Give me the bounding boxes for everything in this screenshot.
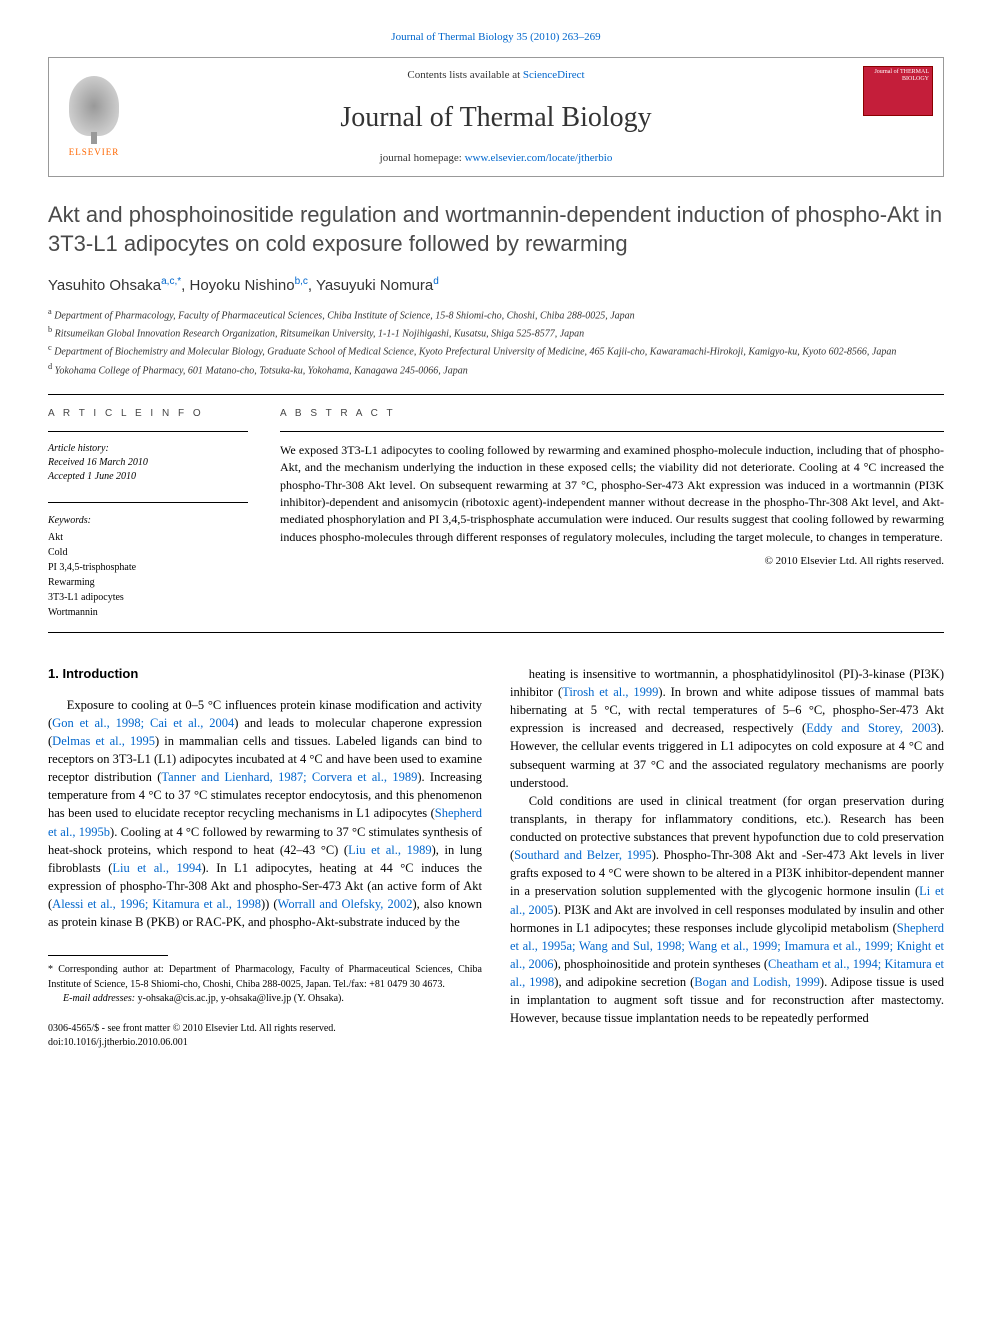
divider <box>48 632 944 633</box>
affiliations: a Department of Pharmacology, Faculty of… <box>48 306 944 378</box>
divider <box>48 431 248 432</box>
header-center: Contents lists available at ScienceDirec… <box>139 58 853 176</box>
author-name: Hoyoku Nishino <box>190 277 295 294</box>
keyword: Wortmannin <box>48 605 248 620</box>
info-row: A R T I C L E I N F O Article history: R… <box>48 407 944 620</box>
affiliation-line: b Ritsumeikan Global Innovation Research… <box>48 324 944 341</box>
abstract-heading: A B S T R A C T <box>280 407 944 421</box>
author-affil-sup: a,c, <box>161 276 177 287</box>
authors-line: Yasuhito Ohsakaa,c,*, Hoyoku Nishinob,c,… <box>48 275 944 296</box>
elsevier-tree-icon <box>69 76 119 136</box>
article-info-col: A R T I C L E I N F O Article history: R… <box>48 407 248 620</box>
keyword: PI 3,4,5-trisphosphate <box>48 560 248 575</box>
corr-text: * Corresponding author at: Department of… <box>48 964 482 989</box>
citation-link[interactable]: Southard and Belzer, 1995 <box>514 848 652 862</box>
contents-line: Contents lists available at ScienceDirec… <box>407 68 584 83</box>
homepage-prefix: journal homepage: <box>380 152 465 164</box>
body-paragraph: Cold conditions are used in clinical tre… <box>510 792 944 1028</box>
left-column: 1. Introduction Exposure to cooling at 0… <box>48 665 482 1050</box>
citation-link[interactable]: Alessi et al., 1996; Kitamura et al., 19… <box>52 897 261 911</box>
corresponding-star-icon: * <box>177 276 181 287</box>
corresponding-footnote: * Corresponding author at: Department of… <box>48 962 482 991</box>
contents-prefix: Contents lists available at <box>407 69 522 81</box>
citation-link[interactable]: Bogan and Lodish, 1999 <box>694 975 820 989</box>
journal-cover: Journal of THERMAL BIOLOGY <box>853 58 943 176</box>
author-affil-sup: d <box>433 276 439 287</box>
keywords-block: Keywords: AktColdPI 3,4,5-trisphosphateR… <box>48 513 248 620</box>
journal-name: Journal of Thermal Biology <box>340 98 651 137</box>
history-hdr: Article history: <box>48 442 248 456</box>
keyword: Akt <box>48 530 248 545</box>
keyword: Rewarming <box>48 575 248 590</box>
cover-text: Journal of THERMAL BIOLOGY <box>864 67 932 84</box>
divider <box>48 502 248 503</box>
sciencedirect-link[interactable]: ScienceDirect <box>523 69 585 81</box>
citation-link[interactable]: Gon et al., 1998; Cai et al., 2004 <box>52 716 234 730</box>
author-affil-sup: b,c <box>295 276 308 287</box>
homepage-line: journal homepage: www.elsevier.com/locat… <box>380 151 613 166</box>
right-column: heating is insensitive to wortmannin, a … <box>510 665 944 1050</box>
citation-link[interactable]: Liu et al., 1994 <box>112 861 201 875</box>
author-name: Yasuhito Ohsaka <box>48 277 161 294</box>
keyword: 3T3-L1 adipocytes <box>48 590 248 605</box>
article-info-heading: A R T I C L E I N F O <box>48 407 248 421</box>
citation-link[interactable]: Tanner and Lienhard, 1987; Corvera et al… <box>161 770 417 784</box>
keyword: Cold <box>48 545 248 560</box>
cover-thumbnail: Journal of THERMAL BIOLOGY <box>863 66 933 116</box>
body-paragraph: heating is insensitive to wortmannin, a … <box>510 665 944 792</box>
affiliation-line: d Yokohama College of Pharmacy, 601 Mata… <box>48 361 944 378</box>
elsevier-label: ELSEVIER <box>69 146 120 159</box>
citation-link[interactable]: Li et al., 2005 <box>510 884 944 916</box>
affiliation-line: c Department of Biochemistry and Molecul… <box>48 342 944 359</box>
intro-heading: 1. Introduction <box>48 665 482 684</box>
abstract-text: We exposed 3T3-L1 adipocytes to cooling … <box>280 442 944 546</box>
author-name: Yasuyuki Nomura <box>316 277 433 294</box>
front-matter-line1: 0306-4565/$ - see front matter © 2010 El… <box>48 1022 482 1036</box>
doi-line: doi:10.1016/j.jtherbio.2010.06.001 <box>48 1036 482 1050</box>
citation-link[interactable]: Delmas et al., 1995 <box>52 734 155 748</box>
copyright-line: © 2010 Elsevier Ltd. All rights reserved… <box>280 554 944 569</box>
homepage-link[interactable]: www.elsevier.com/locate/jtherbio <box>465 152 613 164</box>
keywords-hdr: Keywords: <box>48 513 248 528</box>
citation-link[interactable]: Eddy and Storey, 2003 <box>806 721 937 735</box>
divider <box>48 394 944 395</box>
citation-link[interactable]: Shepherd et al., 1995b <box>48 806 482 838</box>
citation-link[interactable]: Liu et al., 1989 <box>348 843 431 857</box>
body-columns: 1. Introduction Exposure to cooling at 0… <box>48 665 944 1050</box>
received-date: Received 16 March 2010 <box>48 456 248 470</box>
journal-citation-link[interactable]: Journal of Thermal Biology 35 (2010) 263… <box>48 30 944 45</box>
body-paragraph: Exposure to cooling at 0–5 °C influences… <box>48 696 482 932</box>
email-footnote: E-mail addresses: y-ohsaka@cis.ac.jp, y-… <box>48 992 482 1006</box>
front-matter: 0306-4565/$ - see front matter © 2010 El… <box>48 1022 482 1050</box>
divider <box>280 431 944 432</box>
citation-link[interactable]: Tirosh et al., 1999 <box>562 685 658 699</box>
accepted-date: Accepted 1 June 2010 <box>48 470 248 484</box>
elsevier-logo: ELSEVIER <box>49 58 139 176</box>
footnote-separator <box>48 955 168 956</box>
citation-link[interactable]: Worrall and Olefsky, 2002 <box>278 897 413 911</box>
email-addresses: y-ohsaka@cis.ac.jp, y-ohsaka@live.jp (Y.… <box>138 993 344 1004</box>
journal-header: ELSEVIER Contents lists available at Sci… <box>48 57 944 177</box>
abstract-col: A B S T R A C T We exposed 3T3-L1 adipoc… <box>280 407 944 620</box>
article-title: Akt and phosphoinositide regulation and … <box>48 201 944 258</box>
email-label: E-mail addresses: <box>63 993 135 1004</box>
article-history: Article history: Received 16 March 2010 … <box>48 442 248 484</box>
affiliation-line: a Department of Pharmacology, Faculty of… <box>48 306 944 323</box>
